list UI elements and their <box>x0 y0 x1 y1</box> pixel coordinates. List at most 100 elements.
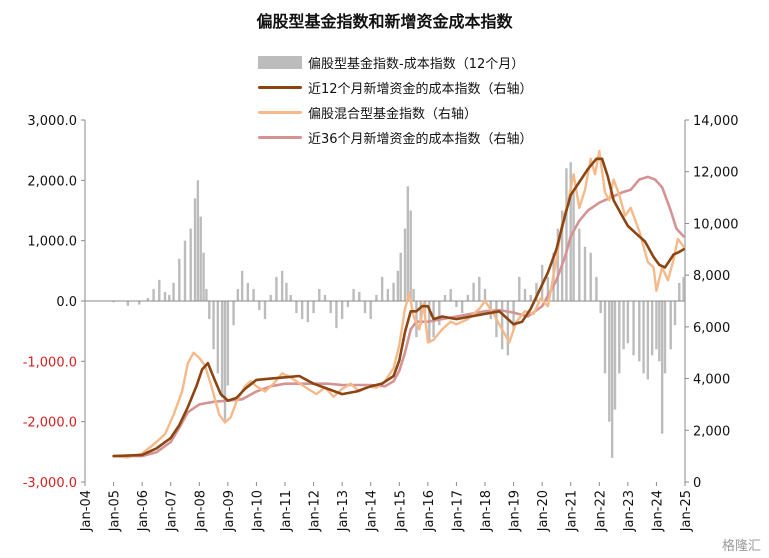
bar <box>546 276 550 301</box>
bar <box>613 301 617 410</box>
series-line-1 <box>112 149 685 459</box>
bar <box>419 301 422 326</box>
bar <box>189 228 192 301</box>
bar <box>199 216 202 301</box>
bar <box>399 252 402 301</box>
y-left-tick-label: -2,000.0 <box>23 416 77 431</box>
x-tick-label: Jan-08 <box>193 490 208 532</box>
x-tick-label: Jan-22 <box>593 490 608 532</box>
bar <box>638 301 641 362</box>
bar <box>415 301 418 338</box>
bar <box>240 270 244 301</box>
bar <box>535 282 538 301</box>
bar <box>312 301 315 314</box>
y-left-tick-label: 2,000.0 <box>27 174 77 189</box>
y-right-tick-label: 0 <box>693 476 701 491</box>
bar <box>208 301 211 320</box>
bar <box>289 294 292 301</box>
bar <box>380 276 384 301</box>
legend-label: 近12个月新增资金的成本指数（右轴） <box>308 82 533 97</box>
bar <box>295 301 298 314</box>
bar <box>500 301 504 350</box>
bar <box>466 294 470 301</box>
bar <box>608 301 611 422</box>
bar <box>352 288 355 301</box>
x-tick-label: Jan-21 <box>565 490 580 532</box>
bar <box>269 294 272 301</box>
bar <box>618 301 621 374</box>
x-tick-label: Jan-10 <box>250 490 265 532</box>
bar <box>478 276 481 301</box>
bar <box>599 301 602 314</box>
bar <box>212 301 215 350</box>
bar <box>512 301 515 332</box>
bar <box>472 282 475 301</box>
y-left-tick-label: 0.0 <box>56 295 77 310</box>
bar <box>438 301 441 326</box>
bar <box>252 288 255 301</box>
bar <box>678 282 681 301</box>
bar <box>183 240 187 301</box>
legend-entry-bar: 偏股型基金指数-成本指数（12个月） <box>258 50 533 75</box>
legend-entry-fund-index: 偏股混合型基金指数（右轴） <box>258 100 533 125</box>
bar <box>318 288 321 301</box>
x-tick-label: Jan-23 <box>622 490 637 532</box>
bar <box>346 301 350 308</box>
y-left-tick-label: 3,000.0 <box>27 114 77 129</box>
bar <box>285 282 288 301</box>
bar <box>569 162 572 301</box>
bar <box>565 168 568 301</box>
legend-swatch-cost12 <box>258 86 302 89</box>
bar <box>650 301 654 356</box>
x-tick-label: Jan-20 <box>536 490 551 532</box>
bar <box>246 282 250 301</box>
bar <box>152 288 155 301</box>
legend-swatch-cost36 <box>258 136 302 139</box>
bar <box>358 291 361 301</box>
bar <box>583 246 587 301</box>
y-right-tick-label: 10,000 <box>693 217 739 232</box>
bar <box>340 301 344 320</box>
x-tick-label: Jan-12 <box>308 490 323 532</box>
bar <box>663 301 667 374</box>
bar <box>556 228 560 301</box>
bar <box>126 301 130 306</box>
bar <box>560 210 564 301</box>
x-tick-label: Jan-16 <box>422 490 437 532</box>
bar <box>589 252 592 301</box>
bar <box>275 276 278 301</box>
bar <box>572 192 575 301</box>
bar <box>369 301 372 320</box>
bar <box>392 282 395 301</box>
bar <box>406 186 410 301</box>
x-tick-label: Jan-19 <box>508 490 523 532</box>
x-tick-label: Jan-17 <box>450 490 465 532</box>
x-tick-label: Jan-04 <box>79 490 94 532</box>
y-right-tick-label: 8,000 <box>693 269 730 284</box>
bar <box>193 198 197 301</box>
bar <box>622 301 625 350</box>
legend-label: 偏股混合型基金指数（右轴） <box>308 107 478 122</box>
bar <box>449 288 452 301</box>
bar <box>603 301 607 374</box>
x-tick-label: Jan-11 <box>279 490 294 532</box>
legend-swatch-fund-index <box>258 111 302 114</box>
y-right-tick-label: 2,000 <box>693 424 730 439</box>
x-tick-label: Jan-25 <box>679 490 694 532</box>
bar <box>460 301 464 314</box>
bar <box>163 291 167 301</box>
bar <box>112 301 115 303</box>
bar <box>232 301 235 326</box>
bar <box>483 288 487 301</box>
series-line-2 <box>112 175 685 458</box>
bar <box>263 301 267 320</box>
x-tick-label: Jan-18 <box>479 490 494 532</box>
watermark: 格隆汇 <box>721 539 761 554</box>
bar <box>518 276 521 301</box>
x-tick-label: Jan-13 <box>336 490 351 532</box>
bar <box>658 301 661 362</box>
bar <box>409 210 412 301</box>
legend-swatch-bar <box>258 56 302 69</box>
legend-entry-cost12: 近12个月新增资金的成本指数（右轴） <box>258 75 533 100</box>
